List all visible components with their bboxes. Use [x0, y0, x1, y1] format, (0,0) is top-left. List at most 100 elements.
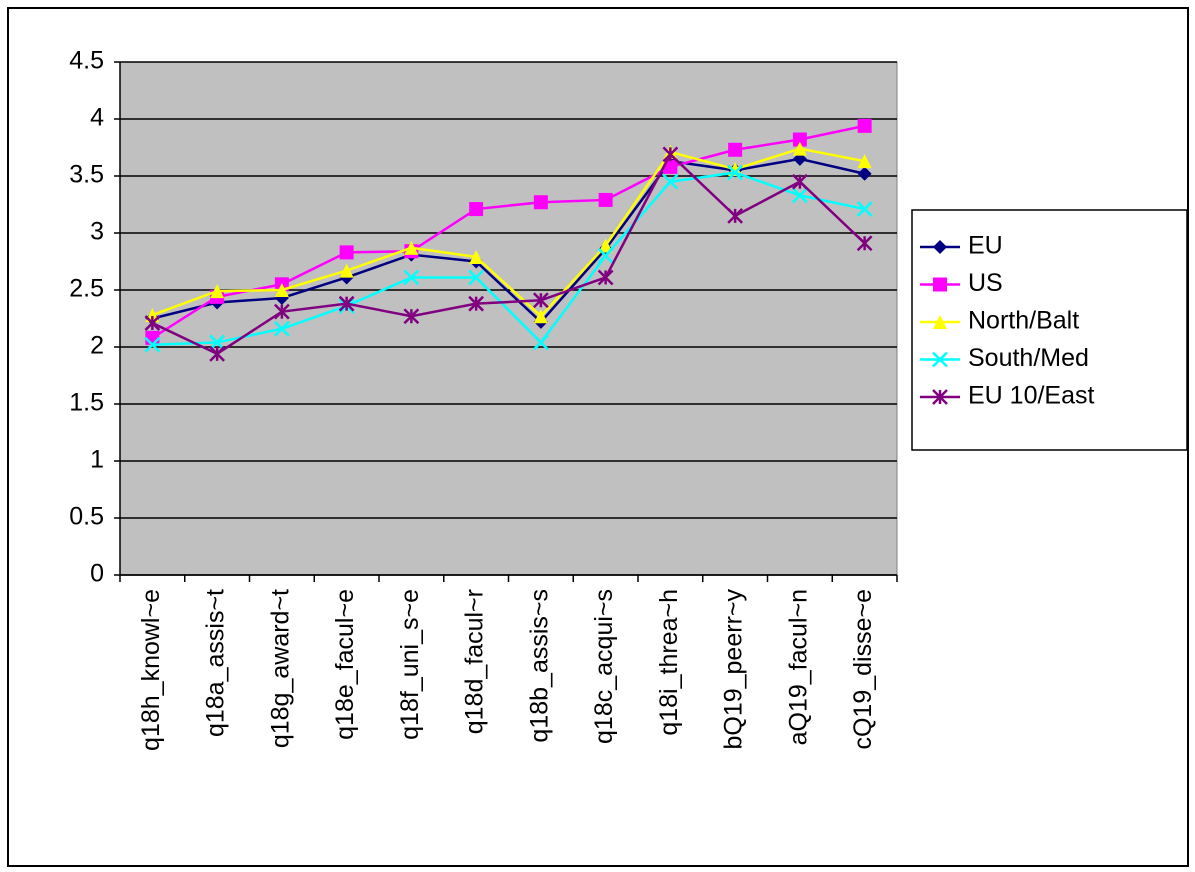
y-tick-label: 1.5 [69, 389, 104, 417]
x-tick-label: aQ19_facul~n [784, 589, 812, 745]
series-line [151, 152, 866, 356]
marker [532, 334, 549, 351]
y-tick-label: 4.5 [69, 47, 104, 75]
marker [403, 308, 420, 325]
marker-shape [933, 240, 947, 254]
marker [404, 240, 419, 255]
marker [727, 208, 744, 224]
marker [662, 146, 679, 163]
marker-shape [532, 334, 549, 351]
x-tick-label: q18b_assis~s [525, 589, 553, 743]
marker-shape [598, 238, 613, 253]
legend-label: EU 10/East [968, 382, 1095, 410]
marker-shape [210, 284, 225, 299]
x-tick-label: q18i_threa~h [655, 589, 683, 736]
x-tick-label: q18f_uni_s~e [396, 589, 424, 740]
marker-shape [145, 330, 160, 345]
marker [209, 334, 226, 351]
y-tick-label: 3.5 [69, 161, 104, 189]
series-line [152, 157, 865, 324]
marker [932, 351, 948, 368]
marker-shape [856, 201, 873, 217]
marker [468, 295, 485, 312]
marker-shape [468, 269, 485, 286]
x-tick-label: q18e_facul~e [331, 589, 359, 740]
marker-shape [469, 249, 484, 264]
marker-shape [533, 309, 548, 324]
marker [662, 173, 679, 190]
marker [338, 295, 355, 312]
y-tick-label: 1 [90, 446, 104, 474]
marker [273, 320, 290, 337]
marker [856, 201, 873, 217]
legend [911, 209, 1188, 451]
legend-label: EU [968, 232, 1003, 260]
y-tick-label: 4 [90, 104, 104, 132]
y-tick-label: 2.5 [69, 275, 104, 303]
legend-label: US [968, 269, 1003, 297]
marker [144, 315, 161, 331]
x-tick-label: q18g_award~t [266, 589, 294, 748]
marker [533, 195, 548, 210]
y-tick-label: 0 [90, 560, 104, 588]
marker [857, 118, 872, 133]
marker [144, 336, 161, 353]
marker [339, 245, 354, 260]
marker-shape [339, 263, 354, 278]
marker [597, 269, 614, 286]
marker-shape [469, 202, 484, 217]
legend-label: South/Med [968, 344, 1089, 372]
marker [468, 269, 485, 286]
x-tick-label: q18a_assis~t [202, 589, 230, 737]
x-tick-label: bQ19_peerr~y [720, 589, 748, 750]
marker-shape [932, 351, 948, 368]
marker [339, 263, 354, 278]
marker-shape [792, 132, 807, 147]
marker [598, 192, 613, 207]
marker [933, 315, 947, 329]
marker [792, 132, 807, 147]
x-tick-label: q18d_facul~r [461, 589, 489, 734]
x-tick-label: q18c_acqui~s [590, 589, 618, 744]
series-line [151, 124, 865, 339]
marker [933, 277, 947, 292]
marker [932, 389, 948, 405]
marker [856, 235, 873, 252]
marker-shape [274, 283, 289, 297]
marker [273, 303, 290, 320]
marker-shape [597, 247, 614, 264]
marker-shape [209, 334, 226, 351]
marker [857, 154, 872, 169]
marker-shape [144, 336, 161, 353]
series-line [152, 171, 865, 346]
marker [145, 330, 160, 345]
marker-shape [727, 164, 744, 181]
marker [791, 187, 808, 204]
marker [727, 164, 744, 181]
marker [792, 141, 807, 156]
marker-shape [791, 187, 808, 204]
y-tick-label: 2 [90, 332, 104, 360]
legend-label: North/Balt [968, 307, 1079, 335]
marker [469, 202, 484, 217]
x-tick-label: cQ19_disse~e [849, 589, 877, 750]
marker-shape [933, 315, 947, 329]
marker-shape [857, 166, 872, 181]
marker [403, 269, 420, 286]
marker [791, 173, 808, 190]
x-tick-label: q18h_knowl~e [137, 589, 165, 751]
marker [857, 166, 872, 181]
marker [469, 249, 484, 264]
marker-shape [598, 192, 613, 207]
marker-shape [662, 173, 679, 190]
marker-shape [857, 118, 872, 133]
plot-area [119, 61, 898, 576]
marker-shape [933, 277, 947, 292]
marker-shape [403, 269, 420, 286]
marker-shape [404, 240, 419, 255]
marker-shape [792, 141, 807, 156]
y-tick-label: 0.5 [69, 503, 104, 531]
marker [274, 283, 289, 297]
marker-shape [728, 142, 743, 157]
marker [532, 292, 549, 309]
